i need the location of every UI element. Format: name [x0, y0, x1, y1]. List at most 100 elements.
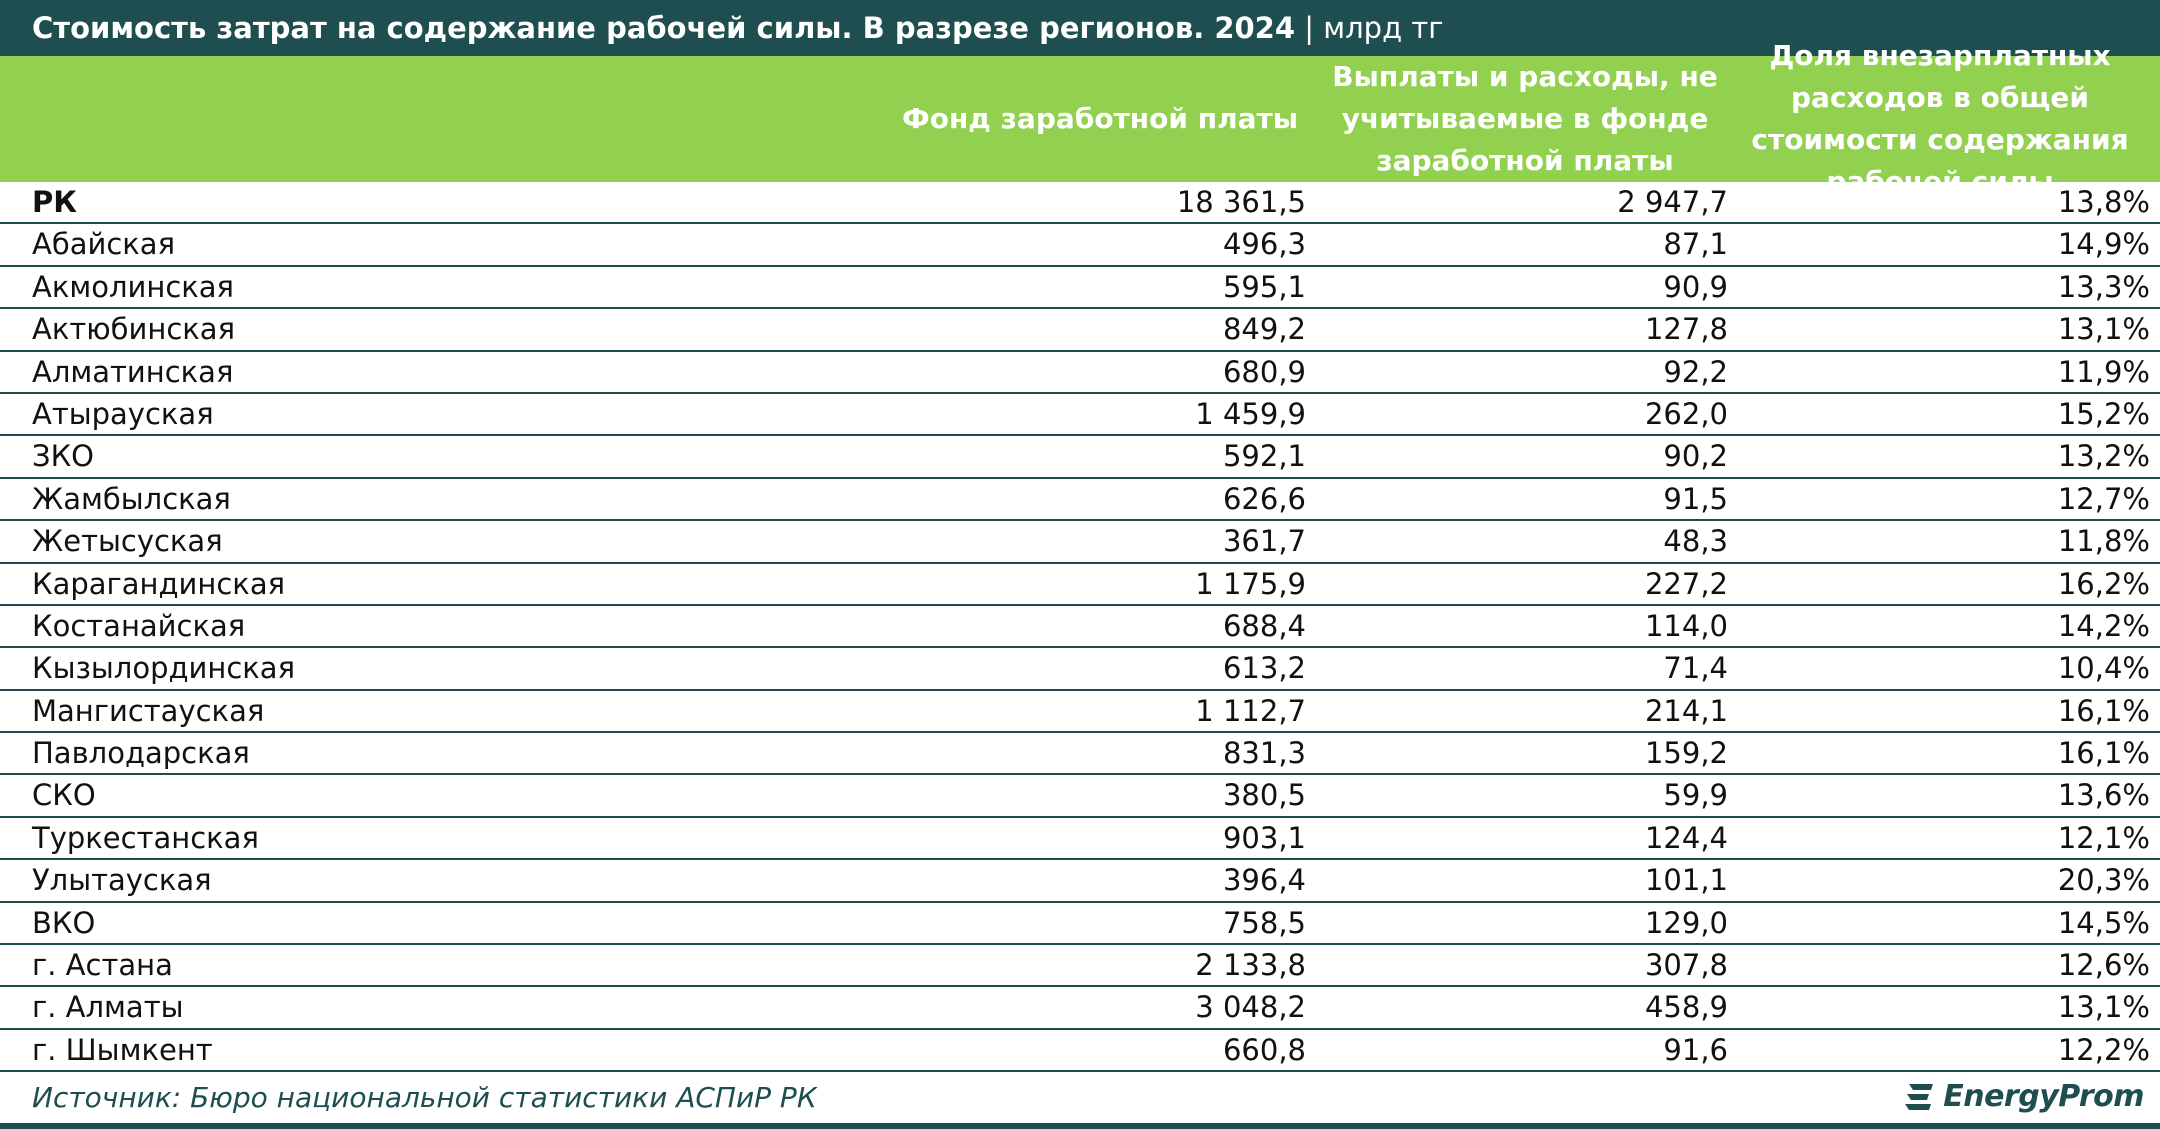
region-cell: Кызылординская — [32, 651, 296, 686]
other-costs-cell: 307,8 — [1644, 948, 1728, 983]
title-unit: млрд тг — [1323, 11, 1444, 45]
region-cell: г. Шымкент — [32, 1032, 213, 1067]
share-cell: 13,2% — [2057, 439, 2150, 474]
share-cell: 13,3% — [2057, 269, 2150, 304]
energyprom-logo-icon — [1905, 1083, 1934, 1110]
column-header-other-costs: Выплаты и расходы, не учитываемые в фонд… — [1332, 60, 1718, 177]
other-costs-cell: 2 947,7 — [1617, 185, 1728, 219]
region-cell: Мангистауская — [32, 693, 265, 728]
region-cell: Алматинская — [32, 354, 234, 389]
region-cell: Костанайская — [32, 608, 246, 643]
wage-fund-cell: 1 112,7 — [1195, 693, 1306, 728]
table-row: Жамбылская 626,6 91,5 12,7% — [0, 479, 2160, 522]
table-row: Актюбинская 849,2 127,8 13,1% — [0, 309, 2160, 352]
other-costs-cell: 114,0 — [1644, 608, 1728, 643]
table-row: Кызылординская 613,2 71,4 10,4% — [0, 648, 2160, 691]
other-costs-cell: 90,9 — [1663, 269, 1728, 304]
share-cell: 12,6% — [2057, 948, 2150, 983]
wage-fund-cell: 680,9 — [1222, 354, 1306, 389]
table-row: ВКО 758,5 129,0 14,5% — [0, 903, 2160, 946]
wage-fund-cell: 2 133,8 — [1195, 948, 1306, 983]
logo-text: EnergyProm — [1943, 1079, 2144, 1114]
other-costs-cell: 87,1 — [1663, 227, 1728, 262]
table-row: Туркестанская 903,1 124,4 12,1% — [0, 818, 2160, 861]
wage-fund-cell: 613,2 — [1222, 651, 1306, 686]
share-cell: 10,4% — [2057, 651, 2150, 686]
share-cell: 13,8% — [2057, 185, 2150, 219]
table-row: Мангистауская 1 112,7 214,1 16,1% — [0, 691, 2160, 734]
table-row: Улытауская 396,4 101,1 20,3% — [0, 860, 2160, 903]
table-row: Жетысуская 361,7 48,3 11,8% — [0, 521, 2160, 564]
region-cell: ВКО — [32, 905, 96, 940]
wage-fund-cell: 849,2 — [1222, 312, 1306, 347]
region-cell: Улытауская — [32, 863, 212, 898]
wage-fund-cell: 903,1 — [1222, 820, 1306, 855]
share-cell: 20,3% — [2057, 863, 2150, 898]
table-row: Атырауская 1 459,9 262,0 15,2% — [0, 394, 2160, 437]
other-costs-cell: 124,4 — [1644, 820, 1728, 855]
table-row: г. Алматы 3 048,2 458,9 13,1% — [0, 987, 2160, 1030]
source-note: Источник: Бюро национальной статистики А… — [32, 1081, 817, 1114]
region-cell: Павлодарская — [32, 736, 250, 771]
wage-fund-cell: 626,6 — [1222, 481, 1306, 516]
other-costs-cell: 129,0 — [1644, 905, 1728, 940]
region-cell: РК — [32, 185, 77, 219]
wage-fund-cell: 688,4 — [1222, 608, 1306, 643]
table-row: г. Шымкент 660,8 91,6 12,2% — [0, 1030, 2160, 1073]
share-cell: 16,2% — [2057, 566, 2150, 601]
share-cell: 14,9% — [2057, 227, 2150, 262]
wage-fund-cell: 592,1 — [1222, 439, 1306, 474]
share-cell: 13,6% — [2057, 778, 2150, 813]
table-row: Карагандинская 1 175,9 227,2 16,2% — [0, 564, 2160, 606]
region-cell: Атырауская — [32, 396, 214, 431]
table-body: РК 18 361,5 2 947,7 13,8% Абайская 496,3 87,1 1… — [0, 182, 2160, 1073]
share-cell: 14,5% — [2057, 905, 2150, 940]
wage-fund-cell: 396,4 — [1222, 863, 1306, 898]
table-row: Акмолинская 595,1 90,9 13,3% — [0, 267, 2160, 310]
share-cell: 12,7% — [2057, 481, 2150, 516]
other-costs-cell: 262,0 — [1644, 396, 1728, 431]
share-cell: 13,1% — [2057, 312, 2150, 347]
table-row: Костанайская 688,4 114,0 14,2% — [0, 606, 2160, 649]
table-row: Алматинская 680,9 92,2 11,9% — [0, 352, 2160, 394]
column-header-wage-fund: Фонд заработной платы — [901, 102, 1299, 135]
region-cell: г. Алматы — [32, 990, 184, 1025]
wage-fund-cell: 660,8 — [1222, 1032, 1306, 1067]
region-cell: СКО — [32, 778, 96, 813]
share-cell: 13,1% — [2057, 990, 2150, 1025]
other-costs-cell: 59,9 — [1663, 778, 1728, 813]
wage-fund-cell: 380,5 — [1222, 778, 1306, 813]
table-row: г. Астана 2 133,8 307,8 12,6% — [0, 945, 2160, 988]
table-row: ЗКО 592,1 90,2 13,2% — [0, 436, 2160, 479]
other-costs-cell: 214,1 — [1644, 693, 1728, 728]
wage-fund-cell: 3 048,2 — [1195, 990, 1306, 1025]
wage-fund-cell: 831,3 — [1222, 736, 1306, 771]
share-cell: 12,1% — [2057, 820, 2150, 855]
bottom-bar — [0, 1123, 2160, 1129]
other-costs-cell: 91,5 — [1663, 481, 1728, 516]
region-cell: Туркестанская — [32, 820, 259, 855]
wage-fund-cell: 496,3 — [1222, 227, 1306, 262]
share-cell: 12,2% — [2057, 1032, 2150, 1067]
share-cell: 14,2% — [2057, 608, 2150, 643]
other-costs-cell: 227,2 — [1644, 566, 1728, 601]
table-row: СКО 380,5 59,9 13,6% — [0, 775, 2160, 818]
other-costs-cell: 458,9 — [1644, 990, 1728, 1025]
share-cell: 11,9% — [2057, 354, 2150, 389]
table-title: Стоимость затрат на содержание рабочей с… — [32, 11, 1296, 45]
title-bar: Стоимость затрат на содержание рабочей с… — [0, 0, 2160, 56]
region-cell: г. Астана — [32, 948, 173, 983]
wage-fund-cell: 595,1 — [1222, 269, 1306, 304]
footer: Источник: Бюро национальной статистики А… — [0, 1075, 2160, 1119]
other-costs-cell: 92,2 — [1663, 354, 1728, 389]
other-costs-cell: 101,1 — [1644, 863, 1728, 898]
wage-fund-cell: 1 175,9 — [1195, 566, 1306, 601]
region-cell: Карагандинская — [32, 566, 286, 601]
share-cell: 16,1% — [2057, 693, 2150, 728]
brand-logo: EnergyProm — [1903, 1079, 2144, 1114]
share-cell: 16,1% — [2057, 736, 2150, 771]
region-cell: Жамбылская — [32, 481, 231, 516]
table-row-total: РК 18 361,5 2 947,7 13,8% — [0, 182, 2160, 225]
other-costs-cell: 159,2 — [1644, 736, 1728, 771]
